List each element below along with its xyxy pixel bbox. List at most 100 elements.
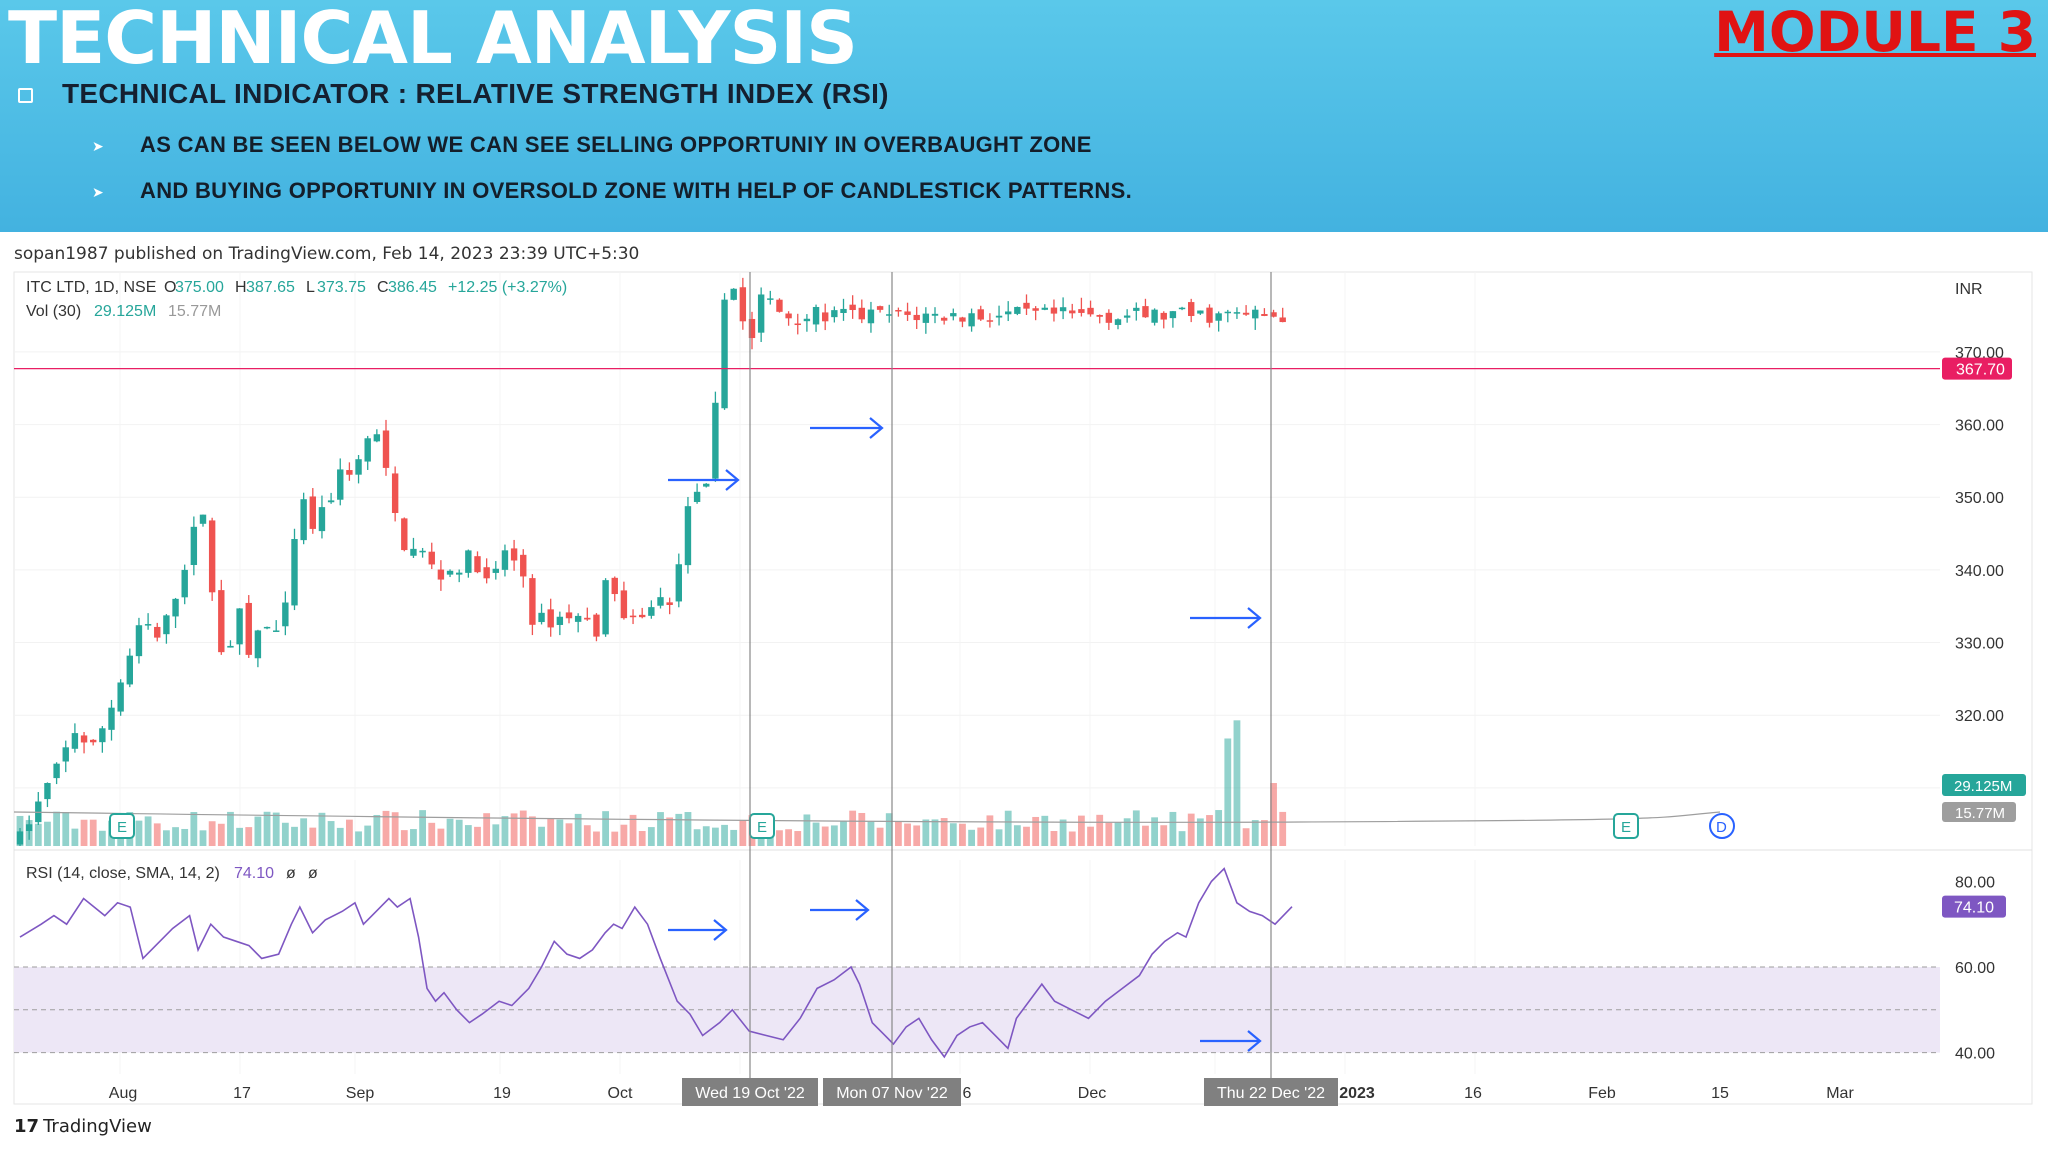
candle-body [446, 570, 454, 575]
candle-body [794, 323, 801, 326]
arrow-bullet-icon: ➤ [92, 184, 104, 200]
volume-bar [657, 812, 664, 846]
volume-bar [565, 823, 573, 846]
volume-bar [1270, 783, 1277, 846]
candle-body [867, 309, 875, 324]
candle-body [648, 607, 655, 616]
x-tick-label: 16 [1464, 1085, 1482, 1102]
volume-bar [1013, 825, 1021, 846]
earnings-marker-label: E [1621, 819, 1631, 836]
crosshair-date-tag [1204, 1078, 1338, 1106]
candle-body [337, 469, 344, 500]
x-tick-label: Dec [1078, 1085, 1106, 1102]
volume-ma-label: 15.77M [1955, 805, 2005, 822]
candle-body [1178, 307, 1186, 310]
candle-body [1133, 307, 1140, 311]
volume-bar [135, 820, 143, 846]
candle-body [940, 317, 948, 321]
candle-body [703, 483, 710, 487]
tradingview-chart[interactable]: 370.00360.00350.00340.00330.00320.00310.… [0, 232, 2048, 1140]
earnings-marker [1613, 813, 1639, 839]
volume-bar [867, 821, 875, 846]
volume-bar [89, 819, 97, 846]
annotation-arrow-head [869, 417, 884, 439]
last-price-tag [1942, 357, 2012, 380]
volume-bar [1279, 811, 1287, 846]
candle-body [126, 655, 133, 685]
candle-body [584, 617, 591, 620]
rsi-tick-label: 40.00 [1955, 1046, 1995, 1063]
volume-bar [583, 825, 591, 846]
candle-body [1270, 312, 1277, 317]
candle-body [712, 402, 719, 479]
volume-bar [684, 812, 692, 846]
rsi-last-tag [1942, 895, 2006, 918]
candle-body [437, 569, 445, 580]
tradingview-logo[interactable]: 17 TradingView [14, 1116, 152, 1137]
x-tick-label: 2023 [1339, 1085, 1375, 1102]
candle-body [1014, 306, 1021, 314]
rsi-series-label: RSI (14, close, SMA, 14, 2) [26, 865, 220, 882]
candle-body [1224, 311, 1231, 314]
candle-body [428, 551, 435, 565]
volume-bar [190, 812, 198, 846]
candle-body [172, 598, 179, 617]
ohlc-key: H [235, 279, 247, 296]
candle-body [1023, 302, 1030, 309]
candle-body [959, 317, 966, 322]
candle-body [565, 612, 573, 619]
candle-body [1233, 312, 1241, 314]
volume-bar [538, 826, 545, 846]
candle-body [1096, 314, 1103, 317]
candle-body [80, 735, 88, 743]
crosshair-date-label: Wed 19 Oct '22 [695, 1085, 805, 1102]
volume-bar [300, 818, 308, 846]
volume-bar [1142, 825, 1149, 846]
volume-bar [519, 810, 527, 846]
volume-bar [959, 823, 966, 846]
bullet-point: AS CAN BE SEEN BELOW WE CAN SEE SELLING … [140, 132, 1092, 157]
candle-body [831, 310, 838, 318]
volume-bar [1041, 815, 1049, 846]
volume-bar [1233, 720, 1241, 846]
candle-body [767, 298, 774, 300]
volume-bar [172, 827, 179, 846]
volume-bar [1087, 826, 1094, 846]
candle-body [465, 550, 472, 573]
candle-body [684, 506, 692, 566]
volume-bar [144, 816, 152, 846]
candle-body [401, 518, 408, 551]
volume-bar [98, 830, 106, 846]
candle-body [675, 564, 682, 602]
candle-body [163, 615, 170, 635]
volume-bar [272, 812, 280, 846]
header-banner: TECHNICAL ANALYSIS MODULE 3 TECHNICAL IN… [0, 0, 2048, 232]
volume-legend-ma: 15.77M [168, 303, 221, 320]
volume-bar [693, 829, 701, 846]
volume-bar [995, 829, 1003, 846]
volume-bar [25, 820, 33, 846]
candle-body [263, 626, 271, 629]
volume-bar [913, 825, 921, 846]
candle-body [931, 313, 939, 316]
volume-bar [44, 821, 51, 846]
module-label: MODULE 3 [1714, 0, 2036, 64]
volume-bar [830, 825, 838, 846]
volume-bar [940, 818, 948, 846]
candle-body [327, 500, 335, 503]
volume-bar [227, 811, 234, 846]
x-tick-label: 6 [963, 1085, 972, 1102]
candle-body [620, 590, 628, 619]
candle-body [391, 473, 399, 514]
candle-body [849, 304, 856, 311]
slide-title: TECHNICAL ANALYSIS [8, 0, 858, 80]
volume-bar [904, 823, 911, 846]
volume-bar [199, 830, 207, 846]
volume-bar [80, 819, 88, 846]
volume-bar [620, 824, 628, 846]
arrow-bullet-icon: ➤ [92, 138, 104, 154]
volume-bar [428, 822, 436, 846]
volume-bar [574, 813, 582, 846]
candle-body [858, 307, 865, 320]
ohlc-value: 375.00 [175, 279, 224, 296]
